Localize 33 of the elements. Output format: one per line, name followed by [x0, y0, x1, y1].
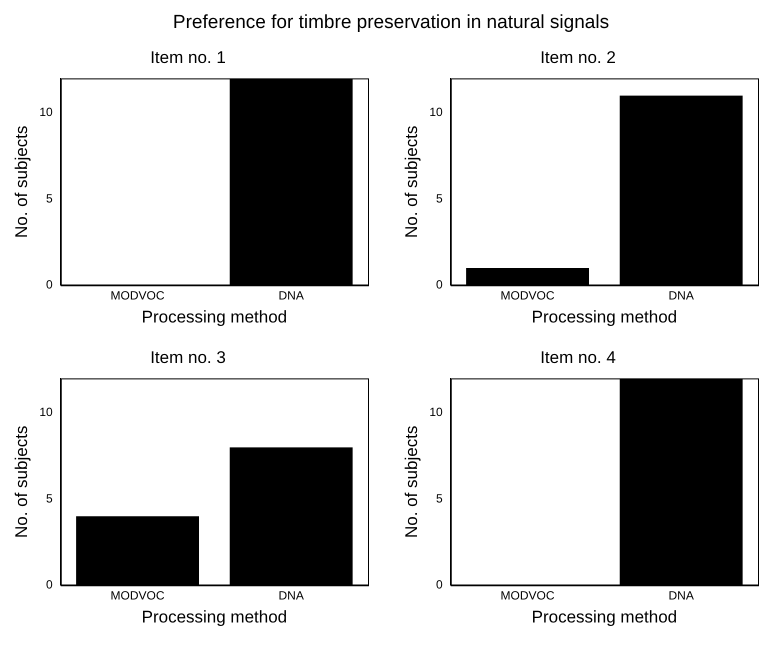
- y-tick-label: 0: [46, 578, 54, 592]
- y-tick-label: 10: [39, 105, 54, 120]
- y-tick-label: 10: [429, 105, 444, 120]
- x-tick-label: MODVOC: [110, 288, 165, 303]
- chart-title: Item no. 2: [540, 48, 616, 67]
- x-tick-label: DNA: [278, 588, 304, 603]
- x-axis-title: Processing method: [532, 307, 678, 326]
- chart-title: Item no. 3: [150, 348, 226, 367]
- x-tick-label: DNA: [278, 288, 304, 303]
- y-tick-label: 10: [429, 405, 444, 420]
- chart-title: Item no. 1: [150, 48, 226, 67]
- x-tick-label: DNA: [668, 288, 694, 303]
- chart-title: Item no. 4: [540, 348, 616, 367]
- y-tick-label: 5: [46, 191, 54, 206]
- x-tick-label: MODVOC: [500, 588, 555, 603]
- x-axis-title: Processing method: [532, 607, 678, 626]
- x-tick-label: MODVOC: [500, 288, 555, 303]
- y-tick-label: 5: [436, 191, 444, 206]
- x-tick-label: DNA: [668, 588, 694, 603]
- x-axis-title: Processing method: [142, 307, 288, 326]
- text: Preference for timbre preservation in natural signals: [172, 12, 610, 34]
- y-axis-title: No. of subjects: [12, 126, 31, 238]
- y-tick-label: 10: [39, 405, 54, 420]
- y-axis-title: No. of subjects: [402, 126, 421, 238]
- y-axis-title: No. of subjects: [402, 426, 421, 538]
- x-axis-title: Processing method: [142, 607, 288, 626]
- x-tick-label: MODVOC: [110, 588, 165, 603]
- y-tick-label: 0: [436, 578, 444, 592]
- y-tick-label: 5: [46, 491, 54, 506]
- y-tick-label: 5: [436, 491, 444, 506]
- y-tick-label: 0: [436, 278, 444, 292]
- y-tick-label: 0: [46, 278, 54, 292]
- y-axis-title: No. of subjects: [12, 426, 31, 538]
